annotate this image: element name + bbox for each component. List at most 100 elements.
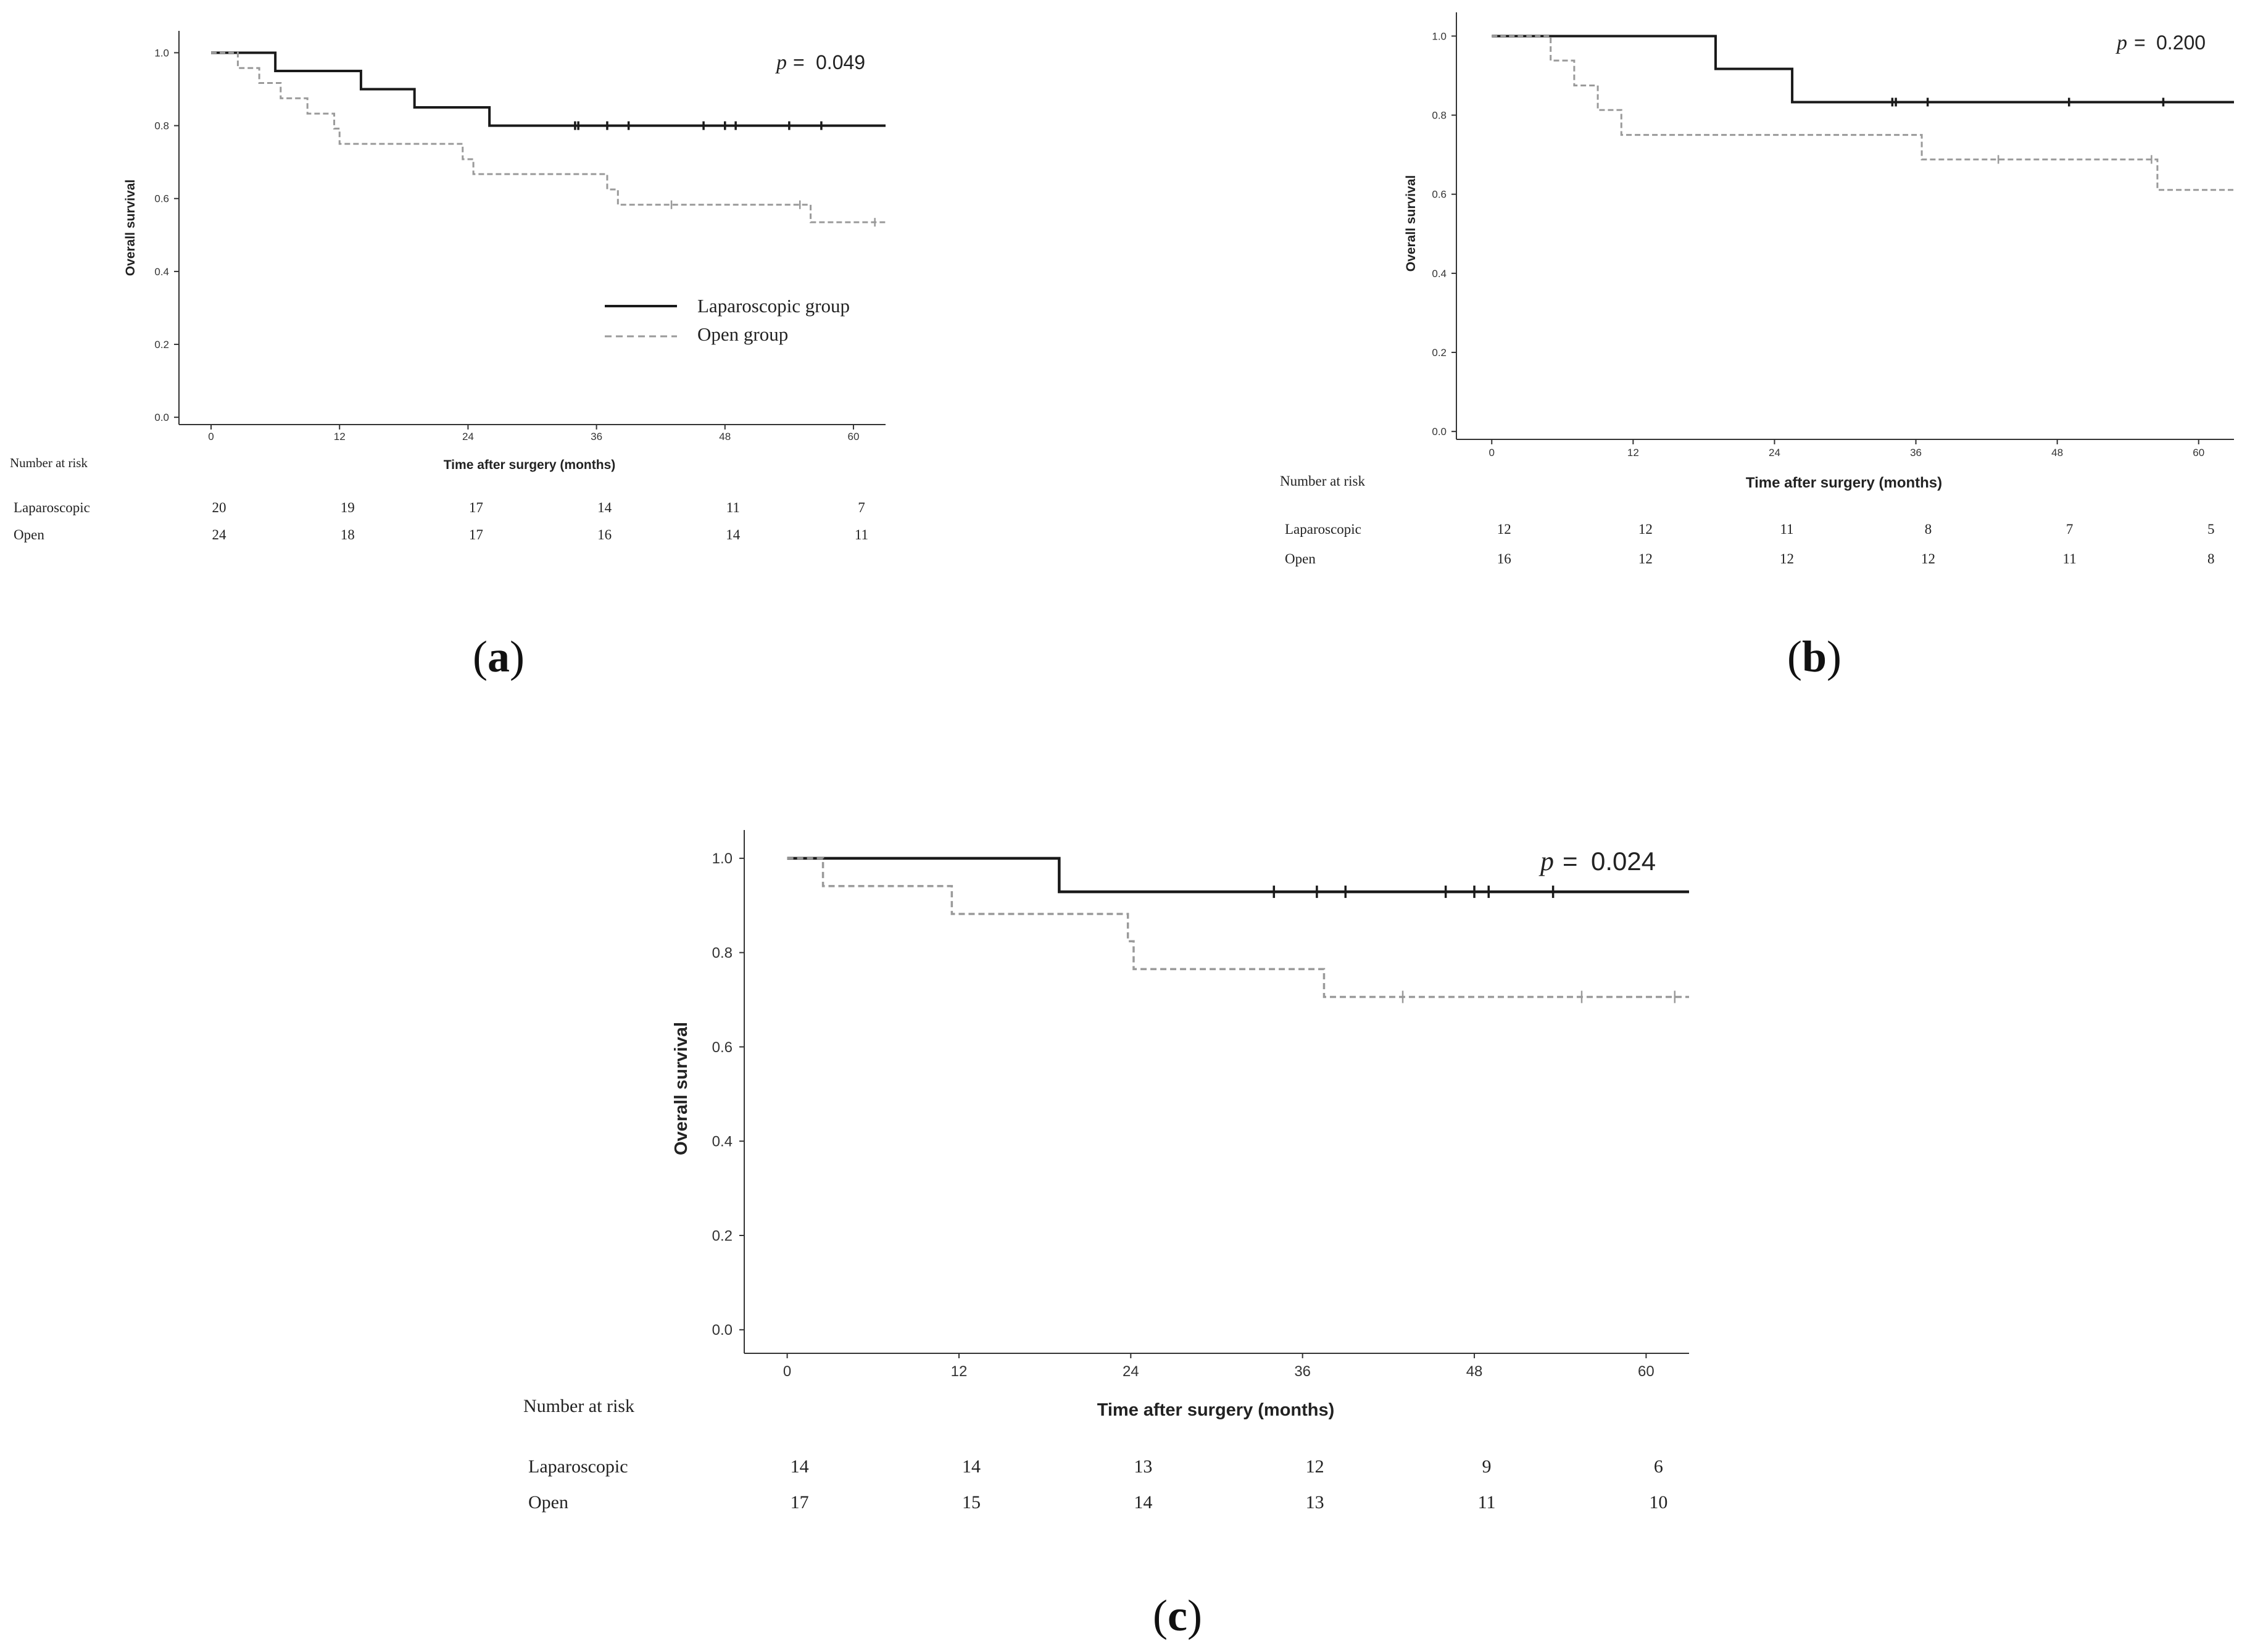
risk-value-open: 12 (1638, 551, 1653, 567)
y-tick-label: 0.0 (712, 1322, 733, 1339)
risk-value-open: 13 (1306, 1492, 1324, 1513)
risk-value-laparoscopic: 8 (1925, 521, 1932, 537)
survival-curves (1492, 35, 2234, 191)
panel-letter: c (1168, 1591, 1187, 1640)
y-tick-label: 0.6 (712, 1039, 733, 1056)
risk-value-laparoscopic: 19 (341, 500, 355, 515)
y-tick-label: 0.4 (1432, 268, 1447, 280)
y-tick-label: 0.6 (154, 193, 169, 205)
x-ticks: 0 12 24 36 48 60 (208, 425, 859, 442)
risk-value-open: 12 (1780, 551, 1794, 567)
risk-row-label-laparoscopic: Laparoscopic (1285, 521, 1361, 537)
risk-values: 14 14 13 12 9 6 17 15 14 13 11 10 (791, 1456, 1668, 1513)
risk-value-laparoscopic: 12 (1638, 521, 1653, 537)
panel-a: 0 12 24 36 48 60 0.0 0.2 0.4 0.6 0.8 1.0 Overall s… (10, 31, 886, 681)
panel-label: (c) (1153, 1591, 1202, 1640)
risk-value-open: 16 (597, 527, 612, 542)
risk-value-open: 11 (2063, 551, 2077, 567)
risk-value-open: 8 (2207, 551, 2215, 567)
y-tick-label: 0.0 (154, 412, 169, 423)
series-line-laparoscopic (787, 857, 1689, 894)
y-tick-label: 0.6 (1432, 189, 1447, 201)
risk-table: Number at risk Laparoscopic Open 14 14 13 1… (523, 1396, 1667, 1513)
p-equals: = (793, 51, 805, 73)
y-tick-label: 0.4 (712, 1134, 733, 1150)
risk-table-title: Number at risk (523, 1396, 634, 1416)
risk-value-open: 18 (341, 527, 355, 542)
p-symbol: p (2115, 31, 2127, 54)
risk-table: Number at risk Laparoscopic Open 12 12 11 8… (1280, 473, 2214, 567)
x-tick-label: 48 (2051, 447, 2063, 459)
risk-value-laparoscopic: 6 (1654, 1456, 1663, 1477)
risk-value-open: 24 (212, 527, 227, 542)
p-value-annotation: p = 0.200 (2115, 31, 2206, 54)
x-tick-label: 0 (208, 431, 214, 442)
risk-table-title: Number at risk (10, 455, 88, 470)
y-tick-label: 0.8 (712, 945, 733, 961)
legend: Laparoscopic group Open group (605, 295, 850, 345)
risk-value-laparoscopic: 7 (2066, 521, 2074, 537)
y-ticks: 0.0 0.2 0.4 0.6 0.8 1.0 (712, 850, 744, 1339)
x-ticks: 0 12 24 36 48 60 (1489, 439, 2204, 459)
risk-row-label-laparoscopic: Laparoscopic (14, 500, 90, 515)
risk-value-laparoscopic: 13 (1134, 1456, 1152, 1477)
risk-value-laparoscopic: 14 (962, 1456, 981, 1477)
survival-curves (787, 857, 1689, 1003)
risk-row-label-open: Open (14, 527, 44, 542)
risk-values: 12 12 11 8 7 5 16 12 12 12 11 8 (1497, 521, 2215, 567)
y-tick-label: 1.0 (154, 47, 169, 59)
survival-curves (211, 51, 886, 227)
risk-value-open: 16 (1497, 551, 1511, 567)
x-tick-label: 60 (847, 431, 859, 442)
risk-value-laparoscopic: 12 (1497, 521, 1511, 537)
x-tick-label: 48 (1466, 1363, 1483, 1380)
panel-label: (b) (1787, 632, 1841, 681)
y-tick-label: 1.0 (1432, 30, 1447, 42)
risk-row-label-open: Open (1285, 551, 1316, 567)
legend-label-laparoscopic: Laparoscopic group (697, 295, 850, 317)
risk-value-open: 14 (1134, 1492, 1152, 1513)
panel-b: 0 12 24 36 48 60 0.0 0.2 0.4 0.6 0.8 1.0 Overall s… (1280, 12, 2234, 681)
x-tick-label: 12 (334, 431, 346, 442)
y-axis-label: Overall survival (671, 1022, 691, 1155)
x-tick-label: 24 (1769, 447, 1780, 459)
panel-letter: b (1802, 632, 1827, 681)
x-tick-label: 0 (1489, 447, 1495, 459)
risk-value-open: 11 (855, 527, 868, 542)
x-ticks: 0 12 24 36 48 60 (783, 1353, 1655, 1380)
p-value-annotation: p = 0.049 (775, 51, 865, 74)
series-line-open (787, 857, 1689, 998)
x-tick-label: 12 (951, 1363, 968, 1380)
x-axis-label: Time after surgery (months) (1746, 475, 1942, 491)
risk-value-open: 17 (469, 527, 483, 542)
x-axis-label: Time after surgery (months) (1097, 1400, 1335, 1420)
y-tick-label: 1.0 (712, 850, 733, 867)
series-line-laparoscopic (1492, 35, 2234, 104)
risk-value-laparoscopic: 11 (1780, 521, 1793, 537)
panel-label: (a) (473, 632, 525, 681)
series-line-open (1492, 35, 2234, 191)
risk-table: Number at risk Laparoscopic Open 20 19 17 1… (10, 455, 868, 542)
p-value: 0.200 (2156, 31, 2206, 54)
p-value-annotation: p = 0.024 (1538, 846, 1656, 876)
legend-label-open: Open group (697, 323, 788, 345)
series-line-laparoscopic (211, 51, 886, 127)
x-axis-label: Time after surgery (months) (444, 458, 616, 472)
p-value: 0.049 (816, 51, 865, 73)
y-ticks: 0.0 0.2 0.4 0.6 0.8 1.0 (154, 47, 179, 423)
y-tick-label: 0.8 (1432, 110, 1447, 122)
risk-table-title: Number at risk (1280, 473, 1365, 489)
risk-value-laparoscopic: 17 (469, 500, 483, 515)
x-tick-label: 36 (1910, 447, 1922, 459)
panel-letter: a (488, 632, 510, 681)
risk-value-open: 12 (1921, 551, 1935, 567)
risk-value-open: 14 (726, 527, 741, 542)
risk-value-open: 15 (962, 1492, 981, 1513)
y-ticks: 0.0 0.2 0.4 0.6 0.8 1.0 (1432, 30, 1456, 438)
x-tick-label: 60 (1638, 1363, 1655, 1380)
p-value: 0.024 (1591, 847, 1656, 876)
panel-c: 0 12 24 36 48 60 0.0 0.2 0.4 0.6 0.8 1.0 Overall s… (523, 830, 1689, 1640)
risk-value-laparoscopic: 14 (791, 1456, 809, 1477)
x-tick-label: 24 (462, 431, 474, 442)
